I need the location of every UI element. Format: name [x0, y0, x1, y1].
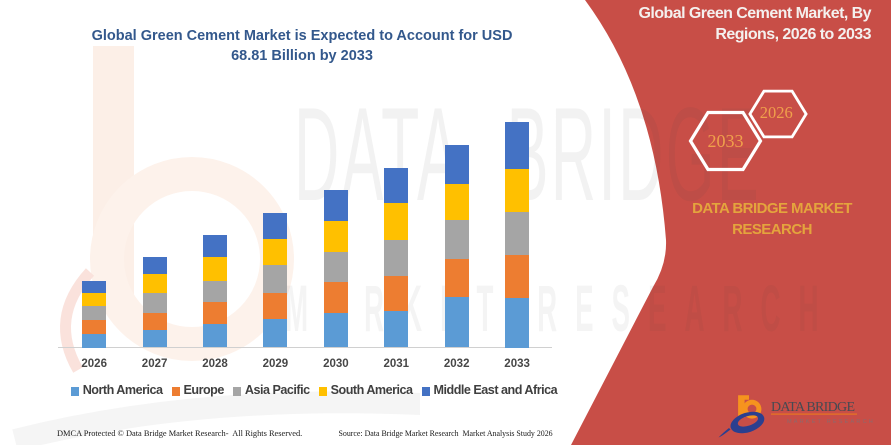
svg-text:MARKET RESEARCH: MARKET RESEARCH [787, 419, 875, 425]
svg-text:DATA BRIDGE: DATA BRIDGE [771, 400, 856, 415]
